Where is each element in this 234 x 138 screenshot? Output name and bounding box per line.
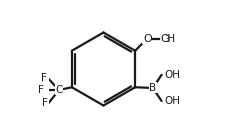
Text: C: C (55, 85, 63, 95)
Text: F: F (41, 73, 47, 83)
Text: OH: OH (165, 96, 181, 106)
Text: 3: 3 (164, 35, 169, 44)
Text: F: F (42, 99, 48, 108)
Text: OH: OH (165, 70, 181, 80)
Text: B: B (149, 83, 156, 93)
Text: CH: CH (160, 34, 175, 44)
Text: O: O (143, 34, 152, 44)
Text: F: F (38, 85, 44, 95)
